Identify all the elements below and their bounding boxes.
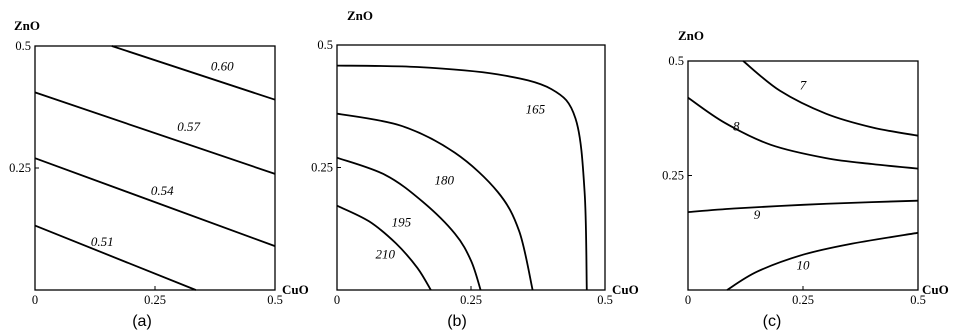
x-tick-label: 0.5 [597, 293, 613, 307]
y-tick-label: 0.5 [15, 39, 31, 53]
contour-label: 195 [392, 214, 412, 229]
chart-panel-1: 0 0.25 0.5 0.25 0.5 ZnO CuO 0.60 0.57 0.54 0.51 (a) [9, 18, 309, 330]
y-axis-label: ZnO [678, 28, 704, 43]
panel-label: (a) [132, 313, 152, 330]
contour-label: 10 [797, 257, 811, 272]
chart-panel-3: 0 0.25 0.5 0.25 0.5 ZnO CuO 7 8 9 10 (c) [662, 28, 949, 330]
plot-frame [34, 45, 276, 291]
contour-label: 210 [375, 247, 395, 262]
x-axis-label: CuO [282, 282, 309, 297]
plot-frame [687, 60, 919, 291]
contour-line-180 [336, 112, 534, 291]
contour-label: 0.51 [91, 234, 114, 249]
x-axis-label: CuO [922, 282, 949, 297]
contour-label: 165 [526, 102, 546, 117]
x-tick-label: 0.25 [144, 293, 166, 307]
contour-line-0.60 [111, 45, 276, 101]
contour-line-0.54 [34, 157, 276, 247]
contour-line-9 [687, 199, 919, 213]
contour-line-195 [336, 156, 482, 291]
contour-line-7 [742, 60, 919, 137]
y-tick-label: 0.25 [311, 161, 333, 175]
contour-label: 8 [733, 119, 740, 134]
x-tick-label: 0 [685, 293, 691, 307]
contour-label: 7 [800, 77, 807, 92]
contour-label: 0.54 [151, 183, 174, 198]
y-axis-label: ZnO [347, 8, 373, 23]
contour-line-165 [336, 64, 588, 291]
x-tick-label: 0 [334, 293, 340, 307]
contour-label: 0.57 [177, 119, 200, 134]
contour-line-10 [726, 231, 919, 291]
x-tick-label: 0.25 [460, 293, 482, 307]
contour-line-0.51 [34, 224, 197, 291]
contour-label: 180 [434, 173, 454, 188]
y-tick-label: 0.25 [662, 169, 684, 183]
y-tick-label: 0.5 [668, 54, 684, 68]
contour-line-210 [336, 204, 432, 291]
x-tick-label: 0.5 [910, 293, 926, 307]
x-tick-label: 0.25 [792, 293, 814, 307]
x-tick-label: 0.5 [267, 293, 283, 307]
x-axis-label: CuO [612, 282, 639, 297]
y-axis-label: ZnO [14, 18, 40, 33]
panel-label: (b) [447, 313, 467, 330]
contour-label: 9 [754, 207, 761, 222]
contour-line-0.57 [34, 91, 276, 175]
x-tick-label: 0 [32, 293, 38, 307]
y-tick-label: 0.5 [317, 38, 333, 52]
contour-line-8 [687, 96, 919, 170]
chart-panel-2: 0 0.25 0.5 0.25 0.5 ZnO CuO 165 180 195 210 (b) [311, 8, 639, 330]
y-tick-label: 0.25 [9, 161, 31, 175]
panel-label: (c) [763, 313, 782, 330]
contour-label: 0.60 [211, 58, 234, 73]
